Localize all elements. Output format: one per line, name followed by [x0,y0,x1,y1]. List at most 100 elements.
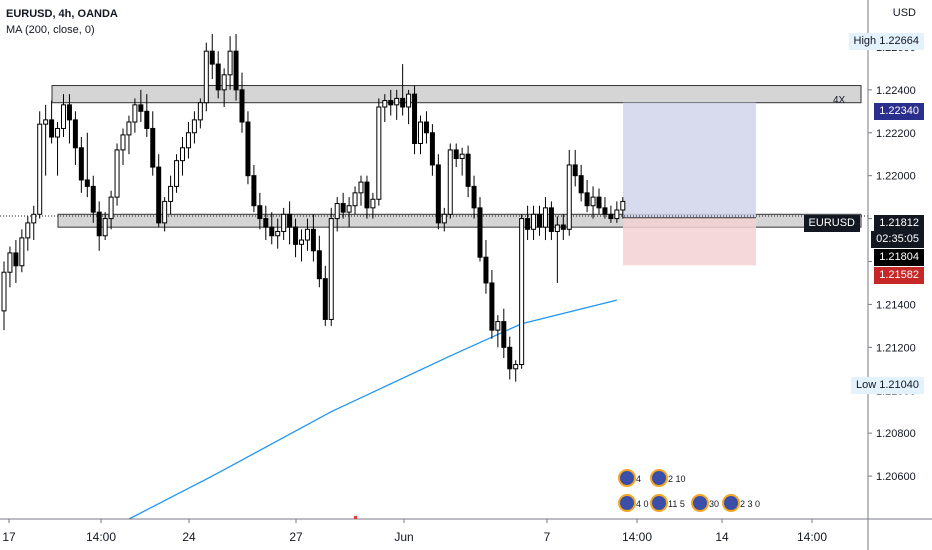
candle-body [209,50,215,65]
time-tick-label: 7 [544,530,551,544]
candle-body [382,100,388,108]
candle-body [548,207,554,232]
candle-body [49,119,55,138]
candle-body [120,134,126,151]
candle-body [37,123,43,215]
candle-body [150,127,156,168]
candle-body [185,132,191,149]
candle-body [608,213,614,220]
indicator-title[interactable]: MA (200, close, 0) [6,24,95,36]
chart-legend: EURUSD, 4h, OANDA MA (200, close, 0) [6,6,118,38]
candle-body [531,213,537,230]
candle-body [394,97,400,106]
countdown-label: 02:35:05 [871,231,924,248]
candle-body [554,224,560,232]
candle-body [566,164,572,230]
candle-body [132,104,138,123]
candle-body [459,153,465,159]
low-value: 1.21040 [879,379,919,391]
candle-body [43,119,49,125]
event-badge-icon [691,494,709,512]
event-badge-count: 4 [636,474,641,484]
candle-body [352,192,358,207]
candle-body [102,218,108,237]
candle-body [299,239,304,245]
candle-body [114,149,120,198]
candle-body [174,160,180,187]
candle-body [489,282,495,331]
candle-body [156,166,162,224]
candle-body [168,185,174,202]
candle-body [465,153,471,187]
candle-body [322,278,328,320]
candle-body [251,175,257,207]
candle-body [108,196,114,220]
candle-body [31,213,37,224]
stop-price-label: 1.21582 [874,267,924,284]
candle-body [537,213,542,228]
event-badges-layer: 4 2 10 4 0 11 5 30 2 3 0 [618,469,760,512]
candle-body [19,237,25,267]
target-price-label: 1.22340 [874,103,924,120]
event-badge-icon [618,469,636,487]
candle-body [328,218,334,320]
candle-body [281,213,287,232]
candle-body [275,230,281,237]
candle-body [483,256,489,284]
candle-body [90,185,96,213]
candle-body [400,97,406,108]
candle-body [72,119,78,149]
event-marker [354,516,357,519]
candle-body [310,228,316,252]
candle-body [269,226,275,237]
high-label: High 1.22664 [848,33,924,50]
candle-body [257,205,263,220]
time-tick-label: 14:00 [797,530,827,544]
last-price-label: 1.21812 [874,215,924,232]
candle-body [191,119,197,134]
candle-body [316,250,322,280]
candle-body [7,252,13,273]
candle-body [364,181,370,209]
candle-body [584,192,590,207]
time-tick-label: 27 [289,530,303,544]
candle-body [542,207,548,228]
candle-body [572,164,578,177]
candle-body [388,100,394,106]
candle-body [138,104,144,112]
candle-body [239,89,245,123]
symbol-title: EURUSD, 4h, OANDA [6,8,118,20]
event-badge-icon [722,494,740,512]
time-tick-label: 14:00 [86,530,116,544]
candle-body [620,200,626,211]
price-tick-label: 1.22200 [876,128,916,140]
price-tick-label: 1.20800 [876,428,916,440]
currency-label[interactable]: USD [890,7,918,19]
candle-body [495,321,501,331]
candle-body [84,179,90,187]
candle-body [406,93,412,108]
zone-layer: 4X [0,85,868,266]
candle-body [13,252,19,267]
candle-body [590,196,596,207]
candle-body [180,147,185,162]
moving-average-line [128,299,618,520]
candle-body [203,50,209,104]
candle-body [96,211,102,237]
candle-body [221,74,227,91]
time-tick-label: 17 [2,530,16,544]
event-badge-count: 2 3 0 [740,499,760,509]
candle-body [126,121,132,136]
support-resistance-zone [51,85,862,104]
candle-body [441,213,447,224]
time-tick-label: Jun [394,530,413,544]
high-title: High [853,35,877,47]
candle-body [453,149,459,160]
candle-body [215,63,221,91]
target-zone [623,102,756,218]
candle-body [162,200,168,224]
candle-body [578,175,584,194]
price-tick-label: 1.22000 [876,171,916,183]
